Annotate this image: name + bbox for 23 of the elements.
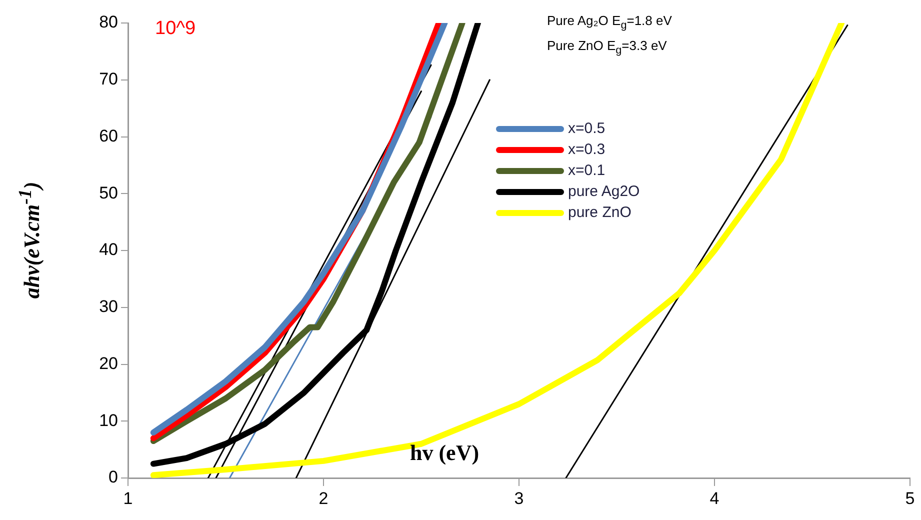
x-tick-label: 1 [123,488,133,508]
x-tick-label: 2 [318,488,328,508]
x-axis-title: hv (eV) [410,440,480,466]
y-tick-label: 70 [99,70,118,89]
annotation: 10^9 [155,18,196,40]
legend-label: x=0.1 [568,161,606,181]
legend-label: x=0.3 [568,140,606,160]
y-tick-label: 60 [99,126,118,146]
y-tick-label: 30 [99,297,118,316]
x-tick-label: 4 [710,488,720,508]
y-tick-label: 40 [99,240,118,260]
y-tick-label: 20 [99,354,118,373]
y-tick-label: 50 [99,183,118,202]
legend-label: pure ZnO [568,203,632,223]
x-tick-label: 5 [905,488,915,508]
legend-label: pure Ag2O [568,182,640,202]
x-tick-label: 3 [514,488,524,508]
y-tick-label: 10 [99,410,118,430]
annotation: Pure ZnO E$_{g}$=3.3 eV [547,38,667,57]
legend-label: x=0.5 [568,119,606,139]
y-tick-label: 80 [99,12,118,32]
annotation: Pure Ag₂O E$_{g}$=1.8 eV [547,13,672,32]
y-tick-label: 0 [108,468,118,487]
